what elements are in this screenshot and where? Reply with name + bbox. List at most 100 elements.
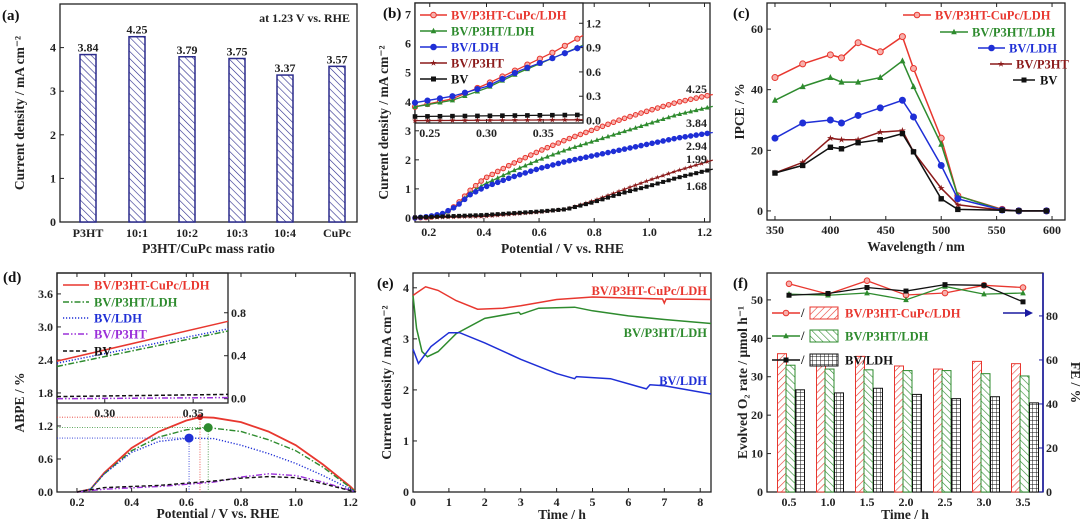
data-point <box>412 117 418 124</box>
data-point <box>799 83 806 90</box>
data-point <box>838 136 845 143</box>
data-point <box>671 135 677 142</box>
x-tick-label: 7 <box>661 495 667 509</box>
plot-frame <box>412 272 712 493</box>
data-point <box>494 179 501 186</box>
data-point <box>588 127 595 134</box>
data-point <box>622 190 627 195</box>
data-point <box>512 113 518 118</box>
data-point <box>621 186 628 192</box>
data-point <box>633 187 638 192</box>
data-point <box>528 210 533 215</box>
data-point <box>561 42 568 49</box>
data-point <box>638 110 644 116</box>
legend-label: BV/P3HT/LDH <box>972 26 1056 40</box>
x-tick-label: 1 <box>446 495 452 509</box>
arrow-right-icon <box>1025 309 1033 317</box>
data-point <box>913 11 921 19</box>
data-point <box>583 154 589 161</box>
bar <box>951 398 961 493</box>
legend-separator: / <box>800 306 805 320</box>
series-line <box>56 393 229 398</box>
x-tick-label: 0.4 <box>476 225 491 239</box>
data-point <box>462 117 468 123</box>
data-point <box>942 282 948 288</box>
max-guide-line <box>57 427 209 492</box>
y-tick-label: 40 <box>751 83 763 97</box>
data-point <box>456 201 462 207</box>
data-point <box>594 199 599 204</box>
data-point <box>412 114 418 119</box>
x-axis-label: Potential / V vs. RHE <box>501 241 624 256</box>
data-point <box>616 130 622 135</box>
data-point <box>430 11 437 19</box>
bar <box>328 65 346 223</box>
x-tick-label: 5 <box>590 495 596 509</box>
data-point <box>499 117 506 123</box>
data-point <box>549 116 556 123</box>
data-point <box>413 215 417 220</box>
data-point <box>572 156 578 163</box>
data-point <box>682 97 688 104</box>
data-point <box>786 292 792 298</box>
end-value-label: 1.99 <box>686 152 707 166</box>
x-tick-label: 8 <box>697 495 703 509</box>
data-point <box>561 116 568 123</box>
data-point <box>693 107 699 113</box>
data-point <box>536 116 543 123</box>
panel-label: (e) <box>377 276 394 292</box>
y-tick-label: 20 <box>751 143 763 157</box>
y-tick-label: 0.9 <box>586 41 601 55</box>
data-point <box>632 182 639 188</box>
data-point <box>643 108 650 115</box>
x-tick-label: 0.35 <box>533 126 554 140</box>
data-point <box>550 208 555 213</box>
data-point <box>677 175 682 180</box>
data-point <box>450 204 457 211</box>
y-tick-label: 3 <box>405 124 411 138</box>
data-point <box>877 74 884 81</box>
y-tick-label: 40 <box>751 331 763 345</box>
data-point <box>561 159 567 165</box>
y-tick-label: 4 <box>50 41 56 55</box>
data-point <box>672 176 677 181</box>
data-point <box>424 101 431 107</box>
panel-b: (b) 0.2 0.4 0.6 0.8 1.0 1.2 0 1 2 3 4 5 6 7 4.25 3.84 2.9… <box>376 2 713 256</box>
data-point <box>524 64 531 71</box>
y-tick-label: 6 <box>405 37 411 51</box>
x-tick-label: 550 <box>988 223 1006 237</box>
data-point <box>512 211 517 216</box>
data-point <box>489 181 495 188</box>
data-point <box>517 210 522 215</box>
x-tick-label: 1.0 <box>288 495 303 509</box>
x-tick-label: 0.2 <box>69 495 84 509</box>
data-point <box>699 106 705 111</box>
data-point <box>693 95 700 101</box>
series-line <box>56 328 229 364</box>
data-point <box>644 184 649 189</box>
x-tick-label: 0.5 <box>782 495 797 509</box>
x-tick-label: CuPc <box>323 226 352 240</box>
data-point <box>478 186 484 192</box>
data-point <box>910 64 918 72</box>
data-point <box>511 117 518 123</box>
data-point <box>472 188 479 195</box>
x-tick-label: 0.25 <box>419 126 440 140</box>
y-tick-label: 1.8 <box>38 386 53 400</box>
data-point <box>549 49 556 56</box>
legend-label: BV/P3HT <box>451 57 504 71</box>
data-point <box>660 138 666 144</box>
data-point <box>704 159 710 164</box>
y-tick-label: 10 <box>751 447 763 461</box>
x-tick-label: 0.35 <box>183 406 204 420</box>
data-point <box>616 117 622 123</box>
data-point <box>594 152 600 158</box>
legend-label: BV/P3HT-CuPc/LDH <box>845 307 961 321</box>
data-point <box>655 118 660 123</box>
data-point <box>487 113 493 119</box>
data-point <box>555 160 562 167</box>
legend-label: BV/P3HT/LDH <box>845 330 929 344</box>
x-tick-label: 2 <box>482 495 488 509</box>
data-point <box>643 141 650 148</box>
data-point <box>660 172 666 178</box>
